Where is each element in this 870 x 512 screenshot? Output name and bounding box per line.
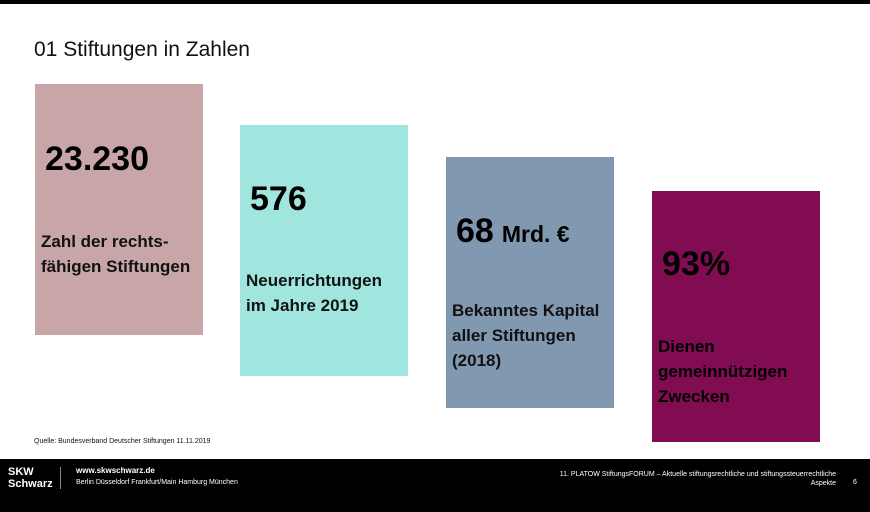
stat-label: Bekanntes Kapital aller Stiftungen (2018… xyxy=(452,298,610,373)
stat-label: Dienen gemeinnützigen Zwecken xyxy=(658,334,816,409)
stat-label-line: im Jahre 2019 xyxy=(246,296,359,315)
footer: SKW Schwarz www.skwschwarz.de Berlin Düs… xyxy=(0,459,870,512)
website-link[interactable]: www.skwschwarz.de xyxy=(76,466,155,475)
stat-number: 23.230 xyxy=(45,140,149,178)
slide-title: 01 Stiftungen in Zahlen xyxy=(34,38,250,61)
stat-unit: Mrd. € xyxy=(501,221,570,247)
stat-value: 576 xyxy=(250,180,307,219)
top-bar xyxy=(0,0,870,4)
stat-label-line: (2018) xyxy=(452,351,502,370)
logo-line: Schwarz xyxy=(8,478,53,490)
stat-number: 576 xyxy=(250,180,307,218)
stat-label-line: fähigen Stiftungen xyxy=(41,257,191,276)
stat-number: 93% xyxy=(662,245,731,283)
stat-card-capital: 68 Mrd. € Bekanntes Kapital aller Stiftun… xyxy=(446,157,614,408)
source-note: Quelle: Bundesverband Deutscher Stiftung… xyxy=(34,438,211,445)
stat-label-line: Zwecken xyxy=(658,387,730,406)
stat-label: Zahl der rechts- fähigen Stiftungen xyxy=(41,229,199,279)
stat-number: 68 xyxy=(456,212,494,250)
stat-label: Neuerrichtungen im Jahre 2019 xyxy=(246,268,404,318)
stat-card-new-foundations: 576 Neuerrichtungen im Jahre 2019 xyxy=(240,125,408,376)
stat-label-line: Neuerrichtungen xyxy=(246,271,383,290)
stat-label-line: Bekanntes Kapital xyxy=(452,301,600,320)
stat-value: 68 Mrd. € xyxy=(456,212,570,251)
stat-card-charitable: 93% Dienen gemeinnützigen Zwecken xyxy=(652,191,820,442)
footer-divider xyxy=(60,467,61,489)
event-title-line: Aspekte xyxy=(810,480,836,487)
stat-label-line: gemeinnützigen xyxy=(658,362,788,381)
company-logo: SKW Schwarz xyxy=(8,466,53,490)
event-title: 11. PLATOW StiftungsFORUM – Aktuelle sti… xyxy=(540,470,836,488)
stat-label-line: aller Stiftungen xyxy=(452,326,576,345)
page-number: 6 xyxy=(853,479,857,486)
stat-value: 93% xyxy=(662,245,730,284)
stat-card-foundations: 23.230 Zahl der rechts- fähigen Stiftung… xyxy=(35,84,203,335)
stat-label-line: Dienen xyxy=(658,337,715,356)
stat-label-line: Zahl der rechts- xyxy=(41,232,169,251)
office-cities: Berlin Düsseldorf Frankfurt/Main Hamburg… xyxy=(76,479,238,486)
stat-value: 23.230 xyxy=(45,140,149,179)
event-title-line: 11. PLATOW StiftungsFORUM – Aktuelle sti… xyxy=(559,471,836,478)
logo-line: SKW xyxy=(8,466,34,478)
